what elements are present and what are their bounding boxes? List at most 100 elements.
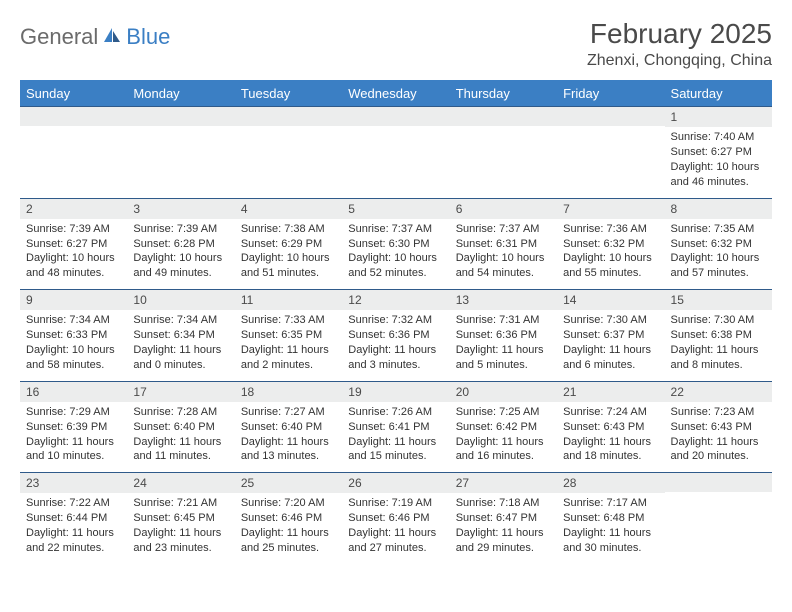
daylight-line: Daylight: 10 hours and 54 minutes. [456, 251, 551, 281]
sunrise-line: Sunrise: 7:34 AM [133, 313, 228, 328]
day-cell: 14Sunrise: 7:30 AMSunset: 6:37 PMDayligh… [557, 290, 664, 382]
daylight-line: Daylight: 11 hours and 5 minutes. [456, 343, 551, 373]
sunrise-line: Sunrise: 7:19 AM [348, 496, 443, 511]
sunrise-line: Sunrise: 7:31 AM [456, 313, 551, 328]
week-row: 16Sunrise: 7:29 AMSunset: 6:39 PMDayligh… [20, 381, 772, 473]
daylight-line: Daylight: 11 hours and 18 minutes. [563, 435, 658, 465]
day-cell: 28Sunrise: 7:17 AMSunset: 6:48 PMDayligh… [557, 473, 664, 564]
day-cell: 7Sunrise: 7:36 AMSunset: 6:32 PMDaylight… [557, 198, 664, 290]
day-body: Sunrise: 7:20 AMSunset: 6:46 PMDaylight:… [235, 493, 342, 563]
sunrise-line: Sunrise: 7:37 AM [456, 222, 551, 237]
daylight-line: Daylight: 11 hours and 0 minutes. [133, 343, 228, 373]
sunrise-line: Sunrise: 7:30 AM [563, 313, 658, 328]
sunrise-line: Sunrise: 7:35 AM [671, 222, 766, 237]
sunset-line: Sunset: 6:45 PM [133, 511, 228, 526]
day-body: Sunrise: 7:31 AMSunset: 6:36 PMDaylight:… [450, 310, 557, 380]
day-number: 12 [342, 290, 449, 310]
daylight-line: Daylight: 11 hours and 22 minutes. [26, 526, 121, 556]
sunrise-line: Sunrise: 7:27 AM [241, 405, 336, 420]
sunset-line: Sunset: 6:44 PM [26, 511, 121, 526]
day-body: Sunrise: 7:25 AMSunset: 6:42 PMDaylight:… [450, 402, 557, 472]
sunset-line: Sunset: 6:47 PM [456, 511, 551, 526]
day-number: 9 [20, 290, 127, 310]
day-body: Sunrise: 7:35 AMSunset: 6:32 PMDaylight:… [665, 219, 772, 289]
sunset-line: Sunset: 6:33 PM [26, 328, 121, 343]
daylight-line: Daylight: 10 hours and 51 minutes. [241, 251, 336, 281]
day-cell: 3Sunrise: 7:39 AMSunset: 6:28 PMDaylight… [127, 198, 234, 290]
sunrise-line: Sunrise: 7:39 AM [26, 222, 121, 237]
day-cell: 23Sunrise: 7:22 AMSunset: 6:44 PMDayligh… [20, 473, 127, 564]
week-row: 1Sunrise: 7:40 AMSunset: 6:27 PMDaylight… [20, 107, 772, 199]
day-number: 28 [557, 473, 664, 493]
sunrise-line: Sunrise: 7:39 AM [133, 222, 228, 237]
sunset-line: Sunset: 6:38 PM [671, 328, 766, 343]
sunset-line: Sunset: 6:40 PM [241, 420, 336, 435]
day-body: Sunrise: 7:37 AMSunset: 6:31 PMDaylight:… [450, 219, 557, 289]
day-cell [235, 107, 342, 199]
sunset-line: Sunset: 6:46 PM [241, 511, 336, 526]
day-header: Sunday [20, 81, 127, 107]
sunset-line: Sunset: 6:32 PM [563, 237, 658, 252]
sunrise-line: Sunrise: 7:23 AM [671, 405, 766, 420]
empty-day-body [342, 126, 449, 188]
day-body: Sunrise: 7:18 AMSunset: 6:47 PMDaylight:… [450, 493, 557, 563]
day-number: 21 [557, 382, 664, 402]
day-header-row: SundayMondayTuesdayWednesdayThursdayFrid… [20, 81, 772, 107]
day-number: 13 [450, 290, 557, 310]
day-number: 11 [235, 290, 342, 310]
day-body: Sunrise: 7:28 AMSunset: 6:40 PMDaylight:… [127, 402, 234, 472]
day-number: 25 [235, 473, 342, 493]
day-cell: 15Sunrise: 7:30 AMSunset: 6:38 PMDayligh… [665, 290, 772, 382]
day-body: Sunrise: 7:22 AMSunset: 6:44 PMDaylight:… [20, 493, 127, 563]
day-body: Sunrise: 7:26 AMSunset: 6:41 PMDaylight:… [342, 402, 449, 472]
empty-day-body [20, 126, 127, 188]
sunset-line: Sunset: 6:35 PM [241, 328, 336, 343]
day-number: 16 [20, 382, 127, 402]
daylight-line: Daylight: 11 hours and 16 minutes. [456, 435, 551, 465]
sunrise-line: Sunrise: 7:30 AM [671, 313, 766, 328]
day-body: Sunrise: 7:34 AMSunset: 6:34 PMDaylight:… [127, 310, 234, 380]
sail-icon [102, 26, 122, 49]
week-row: 23Sunrise: 7:22 AMSunset: 6:44 PMDayligh… [20, 473, 772, 564]
sunset-line: Sunset: 6:43 PM [563, 420, 658, 435]
empty-day-number [127, 107, 234, 126]
sunset-line: Sunset: 6:39 PM [26, 420, 121, 435]
day-number: 24 [127, 473, 234, 493]
day-number: 10 [127, 290, 234, 310]
day-cell: 13Sunrise: 7:31 AMSunset: 6:36 PMDayligh… [450, 290, 557, 382]
day-number: 20 [450, 382, 557, 402]
daylight-line: Daylight: 10 hours and 55 minutes. [563, 251, 658, 281]
day-number: 6 [450, 199, 557, 219]
sunrise-line: Sunrise: 7:37 AM [348, 222, 443, 237]
day-cell: 10Sunrise: 7:34 AMSunset: 6:34 PMDayligh… [127, 290, 234, 382]
day-number: 22 [665, 382, 772, 402]
day-body: Sunrise: 7:40 AMSunset: 6:27 PMDaylight:… [665, 127, 772, 197]
sunset-line: Sunset: 6:42 PM [456, 420, 551, 435]
daylight-line: Daylight: 11 hours and 25 minutes. [241, 526, 336, 556]
day-cell: 4Sunrise: 7:38 AMSunset: 6:29 PMDaylight… [235, 198, 342, 290]
day-body: Sunrise: 7:37 AMSunset: 6:30 PMDaylight:… [342, 219, 449, 289]
day-number: 2 [20, 199, 127, 219]
day-header: Wednesday [342, 81, 449, 107]
day-cell: 1Sunrise: 7:40 AMSunset: 6:27 PMDaylight… [665, 107, 772, 199]
calendar-table: SundayMondayTuesdayWednesdayThursdayFrid… [20, 80, 772, 564]
sunset-line: Sunset: 6:32 PM [671, 237, 766, 252]
day-cell: 11Sunrise: 7:33 AMSunset: 6:35 PMDayligh… [235, 290, 342, 382]
day-cell [20, 107, 127, 199]
day-cell [665, 473, 772, 564]
day-cell: 21 Sunrise: 7:24 AMSunset: 6:43 PMDayligh… [557, 381, 664, 473]
daylight-line: Daylight: 11 hours and 2 minutes. [241, 343, 336, 373]
day-body: Sunrise: 7:30 AMSunset: 6:37 PMDaylight:… [557, 310, 664, 380]
day-number: 17 [127, 382, 234, 402]
sunset-line: Sunset: 6:28 PM [133, 237, 228, 252]
day-number: 19 [342, 382, 449, 402]
day-number: 27 [450, 473, 557, 493]
empty-day-body [127, 126, 234, 188]
day-body: Sunrise: 7:21 AMSunset: 6:45 PMDaylight:… [127, 493, 234, 563]
day-number: 14 [557, 290, 664, 310]
day-cell: 27Sunrise: 7:18 AMSunset: 6:47 PMDayligh… [450, 473, 557, 564]
sunrise-line: Sunrise: 7:24 AM [563, 405, 658, 420]
sunset-line: Sunset: 6:40 PM [133, 420, 228, 435]
calendar-body: 1Sunrise: 7:40 AMSunset: 6:27 PMDaylight… [20, 107, 772, 564]
daylight-line: Daylight: 11 hours and 6 minutes. [563, 343, 658, 373]
